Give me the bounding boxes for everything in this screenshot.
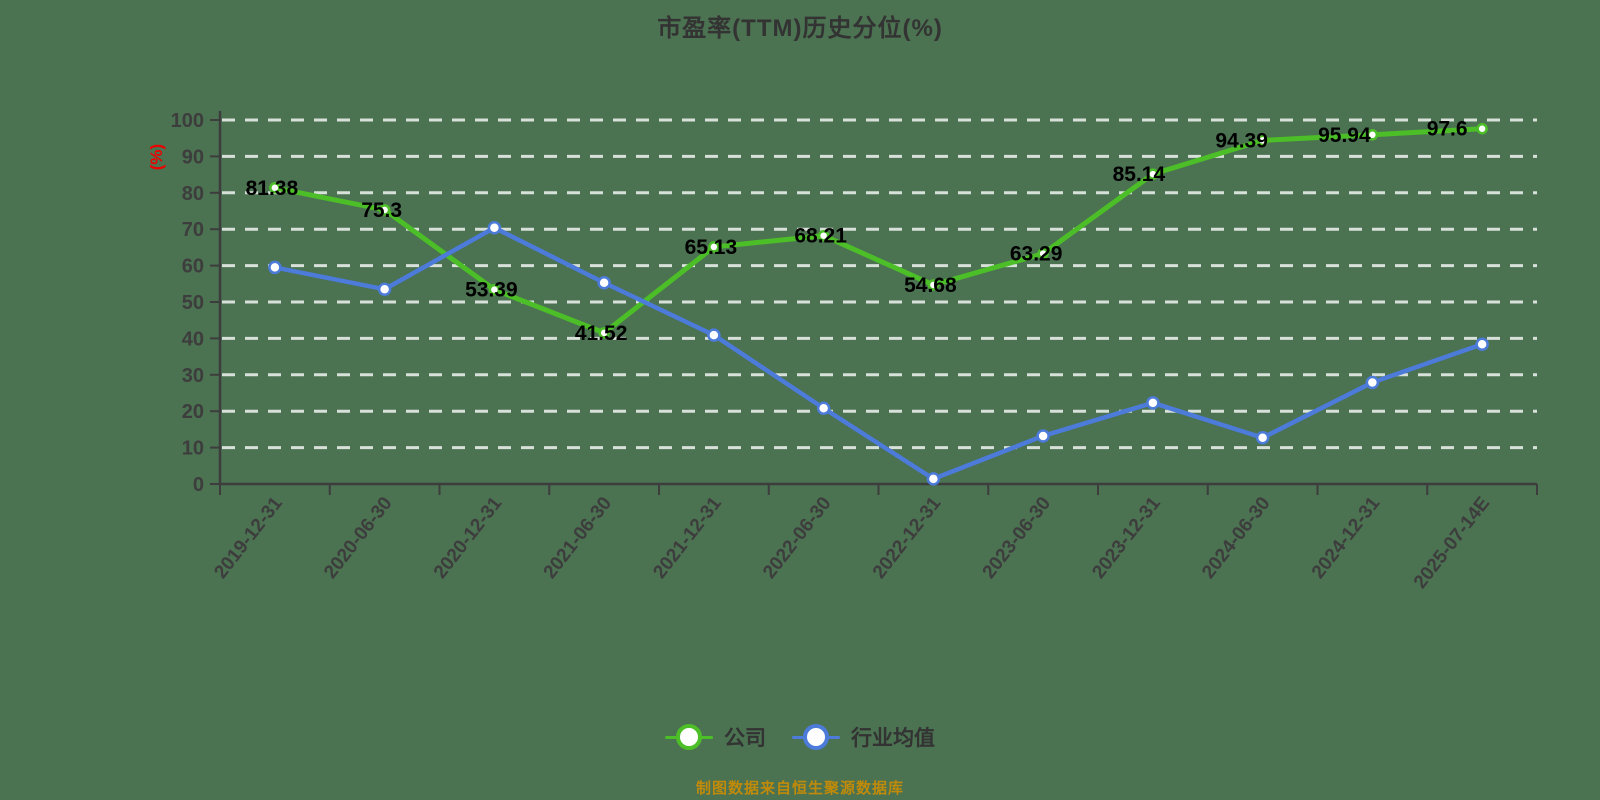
company-data-point	[1147, 168, 1159, 180]
y-axis-unit-label: (%)	[147, 144, 166, 170]
value-label: 81.38	[246, 177, 299, 200]
data-source-note: 制图数据来自恒生聚源数据库	[695, 780, 904, 797]
industry-legend-marker-icon	[792, 724, 840, 750]
x-tick-label: 2019-12-31	[210, 493, 287, 583]
company-data-point	[1476, 122, 1488, 135]
industry-data-point	[1146, 396, 1160, 410]
x-tick-label: 2023-12-31	[1088, 493, 1165, 583]
value-label: 75.3	[361, 199, 402, 222]
y-tick-label: 80	[182, 183, 204, 205]
industry-data-point	[926, 472, 941, 486]
industry-data-point	[268, 260, 282, 275]
x-tick-label: 2022-12-31	[869, 493, 946, 583]
chart-title: 市盈率(TTM)历史分位(%)	[657, 15, 943, 42]
industry-series	[268, 220, 1489, 486]
x-tick-label: 2021-12-31	[649, 493, 726, 583]
industry-data-point	[1255, 431, 1270, 445]
company-data-point	[817, 229, 830, 242]
value-label: 95.94	[1318, 124, 1371, 147]
industry-data-point	[1475, 337, 1489, 351]
company-data-point	[488, 283, 501, 296]
value-label: 41.52	[575, 322, 628, 345]
x-tick-label: 2025-07-14E	[1410, 493, 1494, 593]
company-data-point	[1366, 129, 1379, 141]
value-label: 85.14	[1113, 163, 1166, 186]
y-tick-label: 30	[182, 365, 204, 387]
x-tick-label: 2021-06-30	[540, 493, 616, 583]
y-tick-label: 10	[182, 438, 204, 460]
company-legend-label: 公司	[724, 727, 766, 750]
company-line	[272, 126, 1485, 336]
y-tick-label: 70	[182, 219, 204, 241]
y-tick-label: 60	[182, 256, 204, 278]
x-tick-label: 2023-06-30	[979, 493, 1055, 583]
value-label: 54.68	[904, 274, 957, 297]
company-data-point	[378, 204, 391, 216]
y-tick-label: 50	[182, 292, 204, 314]
company-data-point	[927, 279, 940, 291]
y-gridlines	[222, 118, 1537, 450]
value-label: 53.39	[465, 279, 518, 302]
industry-data-point	[1365, 375, 1380, 390]
x-tick-label: 2020-06-30	[320, 493, 396, 583]
company-data-point	[269, 182, 281, 194]
y-tick-label: 20	[182, 401, 204, 423]
value-label: 65.13	[685, 236, 738, 259]
y-tick-label: 40	[182, 328, 204, 350]
x-tick-label: 2022-06-30	[759, 493, 835, 583]
company-legend-marker-icon	[665, 724, 713, 750]
y-tick-label: 100	[171, 110, 204, 132]
value-label: 68.21	[794, 225, 847, 248]
legend-item-industry-average[interactable]: 行业均值	[792, 722, 935, 752]
industry-legend-circle	[803, 724, 829, 750]
x-tick-label: 2024-12-31	[1308, 493, 1385, 583]
x-tick-label: 2024-06-30	[1198, 493, 1274, 583]
value-label: 97.6	[1427, 118, 1468, 141]
company-data-point	[1037, 247, 1049, 260]
company-data-point	[708, 241, 720, 253]
value-label: 94.39	[1215, 129, 1268, 152]
y-tick-label: 90	[182, 146, 204, 168]
x-tick-label: 2020-12-31	[430, 493, 507, 583]
industry-line	[272, 225, 1485, 482]
company-series: 81.38 75.3 53.39 41.52 65.13 68.21 54.68 63.29 8…	[246, 118, 1488, 345]
company-legend-circle	[676, 724, 702, 750]
x-axis-labels: 2019-12-31 2020-06-30 2020-12-31 2021-06-30…	[210, 493, 1494, 593]
industry-data-point	[707, 328, 721, 342]
industry-data-point	[487, 220, 502, 235]
company-data-point	[598, 327, 610, 339]
company-data-point	[1256, 134, 1269, 147]
industry-data-point	[1036, 429, 1050, 443]
industry-data-point	[816, 401, 831, 416]
y-tick-label: 0	[193, 474, 204, 496]
industry-data-point	[597, 275, 611, 290]
industry-data-point	[377, 282, 392, 297]
industry-legend-label: 行业均值	[851, 727, 935, 750]
axes	[210, 111, 1538, 495]
chart-legend: 公司 行业均值	[0, 722, 1600, 752]
legend-item-company[interactable]: 公司	[665, 722, 766, 752]
value-label: 63.29	[1010, 243, 1063, 266]
y-axis-labels: 0 10 20 30 40 50 60 70 80 90 100	[171, 110, 204, 496]
